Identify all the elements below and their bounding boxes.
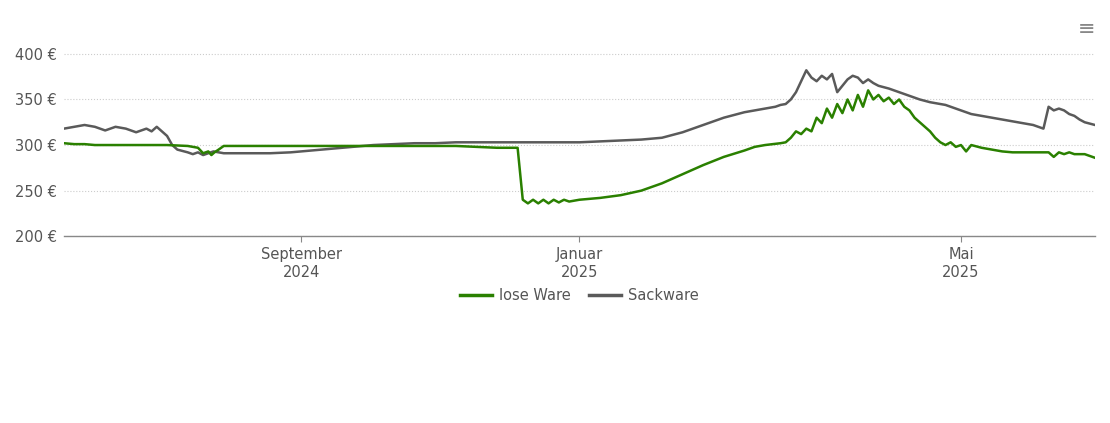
Text: ≡: ≡ bbox=[1078, 19, 1094, 39]
Legend: lose Ware, Sackware: lose Ware, Sackware bbox=[454, 283, 705, 309]
